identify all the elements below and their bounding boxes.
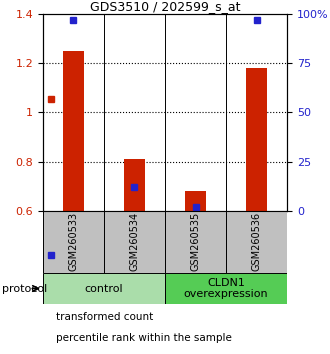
Text: protocol: protocol	[2, 284, 47, 293]
Title: GDS3510 / 202599_s_at: GDS3510 / 202599_s_at	[90, 0, 240, 13]
Text: percentile rank within the sample: percentile rank within the sample	[56, 332, 232, 343]
Bar	[165, 273, 287, 304]
Bar	[104, 211, 165, 273]
Bar	[165, 211, 226, 273]
Bar	[43, 211, 104, 273]
Text: control: control	[84, 284, 123, 293]
Bar	[246, 68, 267, 211]
Text: GSM260534: GSM260534	[129, 212, 140, 271]
Text: transformed count: transformed count	[56, 312, 153, 322]
Text: GSM260535: GSM260535	[190, 212, 201, 271]
Bar	[185, 191, 206, 211]
Bar	[43, 273, 165, 304]
Text: GSM260533: GSM260533	[68, 212, 79, 271]
Bar	[124, 159, 145, 211]
Text: GSM260536: GSM260536	[251, 212, 262, 271]
Text: CLDN1
overexpression: CLDN1 overexpression	[184, 278, 268, 299]
Bar	[226, 211, 287, 273]
Bar	[63, 51, 84, 211]
